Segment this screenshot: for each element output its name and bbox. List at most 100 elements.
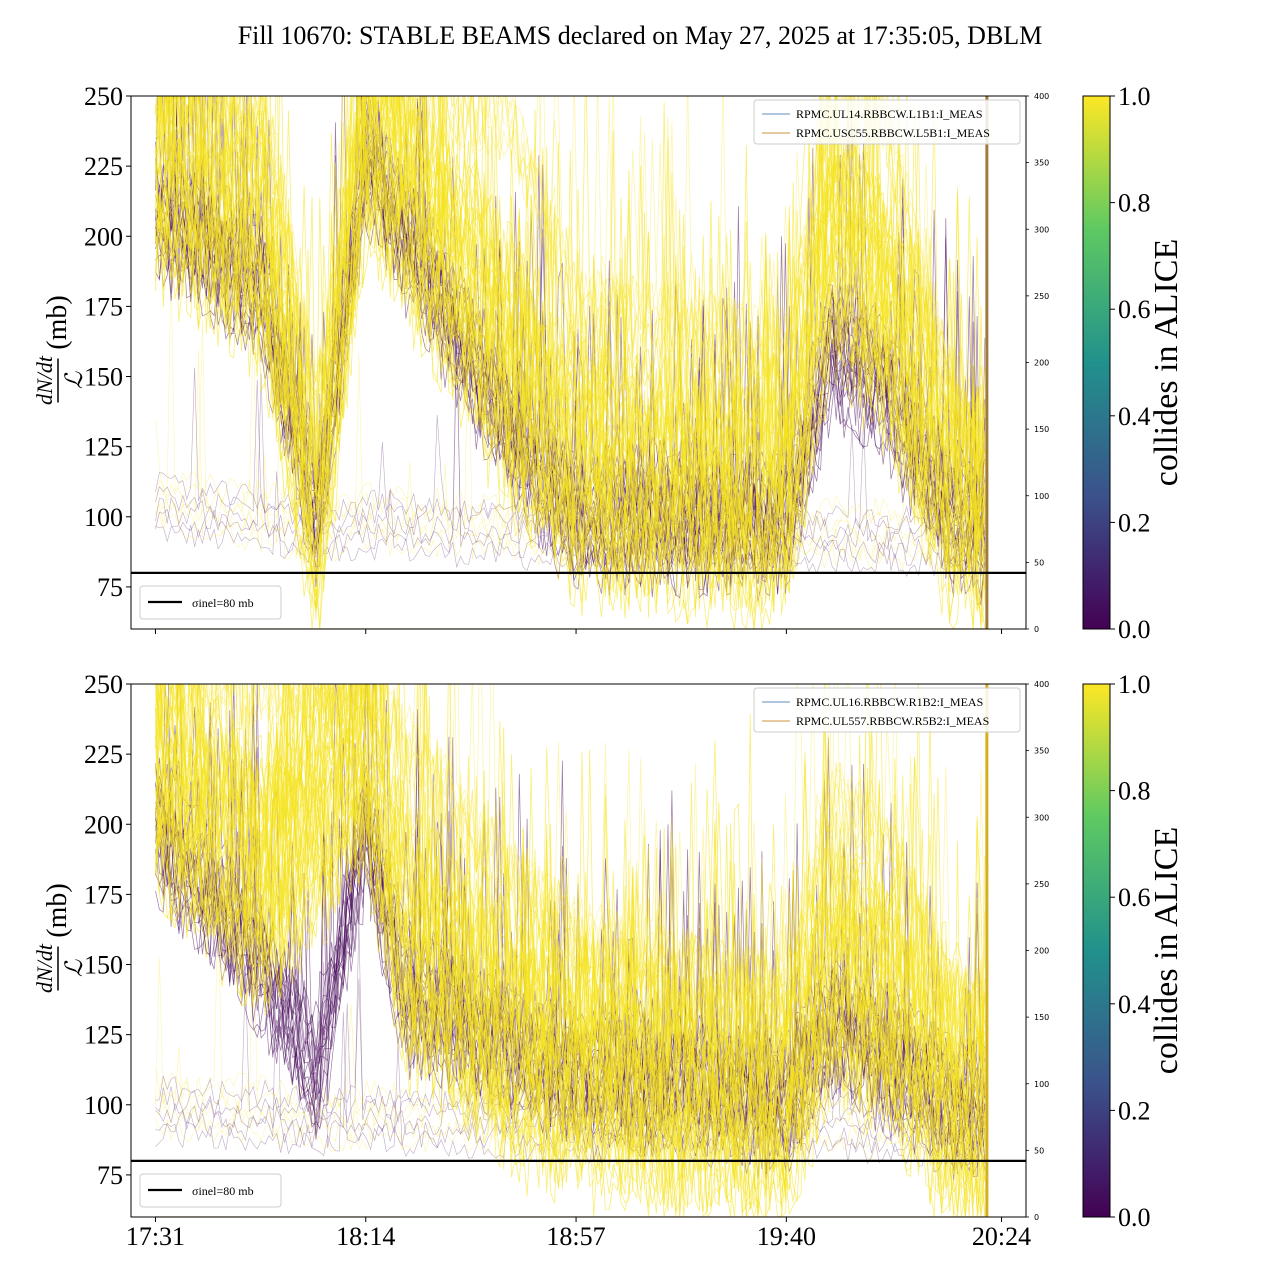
y2-tick-label: 350 bbox=[1034, 159, 1049, 168]
colorbar-tick-label: 1.0 bbox=[1118, 670, 1151, 699]
y-axis-label: dN/dt ℒ (mb) bbox=[32, 295, 88, 405]
y-tick-label: 250 bbox=[84, 670, 123, 699]
bunch-trace-colliding-high bbox=[155, 96, 986, 473]
legend-entry: RPMC.UL16.RBBCW.R1B2:I_MEAS bbox=[796, 695, 983, 709]
bunch-trace-colliding bbox=[155, 684, 985, 1161]
y-tick-label: 175 bbox=[84, 880, 123, 909]
y-tick-label: 125 bbox=[84, 433, 123, 462]
y2-tick-label: 100 bbox=[1034, 1080, 1049, 1089]
bunch-trace-colliding bbox=[155, 96, 986, 547]
y-tick-label: 200 bbox=[84, 222, 123, 251]
y-axis-label: dN/dt ℒ (mb) bbox=[32, 883, 88, 993]
bunch-trace-colliding bbox=[171, 684, 986, 1060]
y2-tick-label: 300 bbox=[1034, 225, 1049, 234]
bunch-trace-colliding bbox=[155, 96, 986, 629]
bottom-panel: 75 100 125 150 175 200 225 250 0 50 100 150 200 250 30… bbox=[32, 670, 1185, 1251]
bunch-trace-colliding-high bbox=[159, 96, 986, 454]
y-label-denominator: ℒ bbox=[62, 371, 88, 389]
colorbar-tick-label: 0.4 bbox=[1118, 402, 1151, 431]
y2-tick-label: 150 bbox=[1034, 1013, 1049, 1022]
bunch-trace-colliding bbox=[155, 684, 986, 1185]
bunch-trace-colliding bbox=[155, 684, 986, 1187]
colorbar-tick-label: 0.6 bbox=[1118, 295, 1151, 324]
y-tick-label: 100 bbox=[84, 503, 123, 532]
top-panel: 75 100 125 150 175 200 225 250 0 50 100 150 200 250 30… bbox=[32, 82, 1185, 644]
bunch-trace-colliding bbox=[155, 684, 986, 1217]
bunch-trace-colliding bbox=[155, 96, 986, 602]
x-tick-label: 20:24 bbox=[972, 1222, 1031, 1251]
y-label-fraction: dN/dt bbox=[32, 943, 57, 993]
legend-entry: RPMC.USC55.RBBCW.L5B1:I_MEAS bbox=[796, 126, 990, 140]
bunch-trace-colliding-high bbox=[155, 684, 986, 1033]
bunch-trace-colliding bbox=[155, 96, 986, 518]
y2-tick-label: 250 bbox=[1034, 292, 1049, 301]
bunch-trace-colliding bbox=[155, 96, 986, 610]
y-tick-label: 75 bbox=[97, 1161, 123, 1190]
y-tick-label: 75 bbox=[97, 573, 123, 602]
colorbar-tick-label: 0.0 bbox=[1118, 1203, 1151, 1232]
colorbar-tick-label: 0.8 bbox=[1118, 777, 1151, 806]
sigma-legend-box bbox=[139, 1173, 282, 1208]
y-tick-label: 125 bbox=[84, 1021, 123, 1050]
bunch-trace-colliding-high bbox=[155, 684, 986, 1044]
bunch-trace-colliding bbox=[165, 96, 986, 480]
y2-tick-label: 400 bbox=[1034, 92, 1049, 101]
y-label-unit: (mb) bbox=[42, 883, 73, 937]
bunch-trace-colliding bbox=[158, 96, 986, 502]
bunch-trace-colliding-high bbox=[160, 684, 986, 1041]
bunch-trace-low bbox=[155, 1011, 986, 1167]
y-tick-label: 175 bbox=[84, 292, 123, 321]
legend-box bbox=[753, 99, 1021, 145]
plot-area bbox=[131, 96, 1026, 629]
bunch-trace-colliding bbox=[160, 684, 986, 1050]
bunch-trace-colliding bbox=[162, 684, 986, 1097]
bunch-trace-colliding-high bbox=[166, 96, 986, 462]
bunch-trace-low bbox=[155, 957, 986, 1153]
y2-tick-label: 300 bbox=[1034, 813, 1049, 822]
legend-entry: RPMC.UL14.RBBCW.L1B1:I_MEAS bbox=[796, 107, 983, 121]
bunch-trace-colliding bbox=[155, 684, 986, 1194]
bunch-trace-colliding bbox=[155, 684, 986, 1096]
x-tick-label: 19:40 bbox=[757, 1222, 816, 1251]
bunch-trace-colliding-high bbox=[155, 684, 986, 1041]
y2-tick-label: 0 bbox=[1034, 1213, 1039, 1222]
y2-tick-label: 200 bbox=[1034, 947, 1049, 956]
legend-entry: RPMC.UL557.RBBCW.R5B2:I_MEAS bbox=[796, 714, 989, 728]
y-tick-label: 100 bbox=[84, 1091, 123, 1120]
bunch-trace-colliding-high bbox=[155, 96, 986, 439]
bunch-trace-low bbox=[155, 1066, 986, 1162]
sigma-legend-label: σinel=80 mb bbox=[192, 596, 254, 610]
bunch-trace-colliding bbox=[157, 684, 986, 1072]
sigma-legend-box bbox=[139, 585, 282, 620]
y2-tick-label: 50 bbox=[1034, 1146, 1044, 1155]
sigma-legend-label: σinel=80 mb bbox=[192, 1184, 254, 1198]
colorbar-label: collides in ALICE bbox=[1148, 239, 1185, 486]
y2-tick-label: 0 bbox=[1034, 625, 1039, 634]
y-tick-label: 250 bbox=[84, 82, 123, 111]
bunch-trace-colliding bbox=[155, 96, 986, 486]
colorbar bbox=[1082, 683, 1111, 1218]
y2-tick-label: 350 bbox=[1034, 747, 1049, 756]
bunch-trace-colliding-high bbox=[155, 96, 986, 461]
colorbar-label: collides in ALICE bbox=[1148, 827, 1185, 1074]
colorbar-tick-label: 1.0 bbox=[1118, 82, 1151, 111]
y-tick-label: 200 bbox=[84, 810, 123, 839]
bunch-trace-colliding-high bbox=[159, 684, 986, 1046]
bunch-trace-colliding bbox=[159, 684, 986, 1060]
colorbar-tick-label: 0.4 bbox=[1118, 990, 1151, 1019]
y-label-fraction: dN/dt bbox=[32, 355, 57, 405]
y2-tick-label: 100 bbox=[1034, 492, 1049, 501]
plot-area bbox=[131, 684, 1026, 1217]
y2-tick-label: 250 bbox=[1034, 880, 1049, 889]
bunch-trace-colliding bbox=[159, 684, 986, 1081]
colorbar-tick-label: 0.2 bbox=[1118, 1096, 1151, 1125]
bunch-trace-colliding-high bbox=[155, 684, 986, 1021]
y-tick-label: 225 bbox=[84, 152, 123, 181]
y2-tick-label: 150 bbox=[1034, 425, 1049, 434]
bunch-trace-colliding-high bbox=[155, 684, 986, 1017]
legend-box bbox=[753, 687, 1021, 733]
colorbar-tick-label: 0.2 bbox=[1118, 508, 1151, 537]
colorbar-tick-label: 0.8 bbox=[1118, 189, 1151, 218]
x-tick-label: 17:31 bbox=[126, 1222, 185, 1251]
